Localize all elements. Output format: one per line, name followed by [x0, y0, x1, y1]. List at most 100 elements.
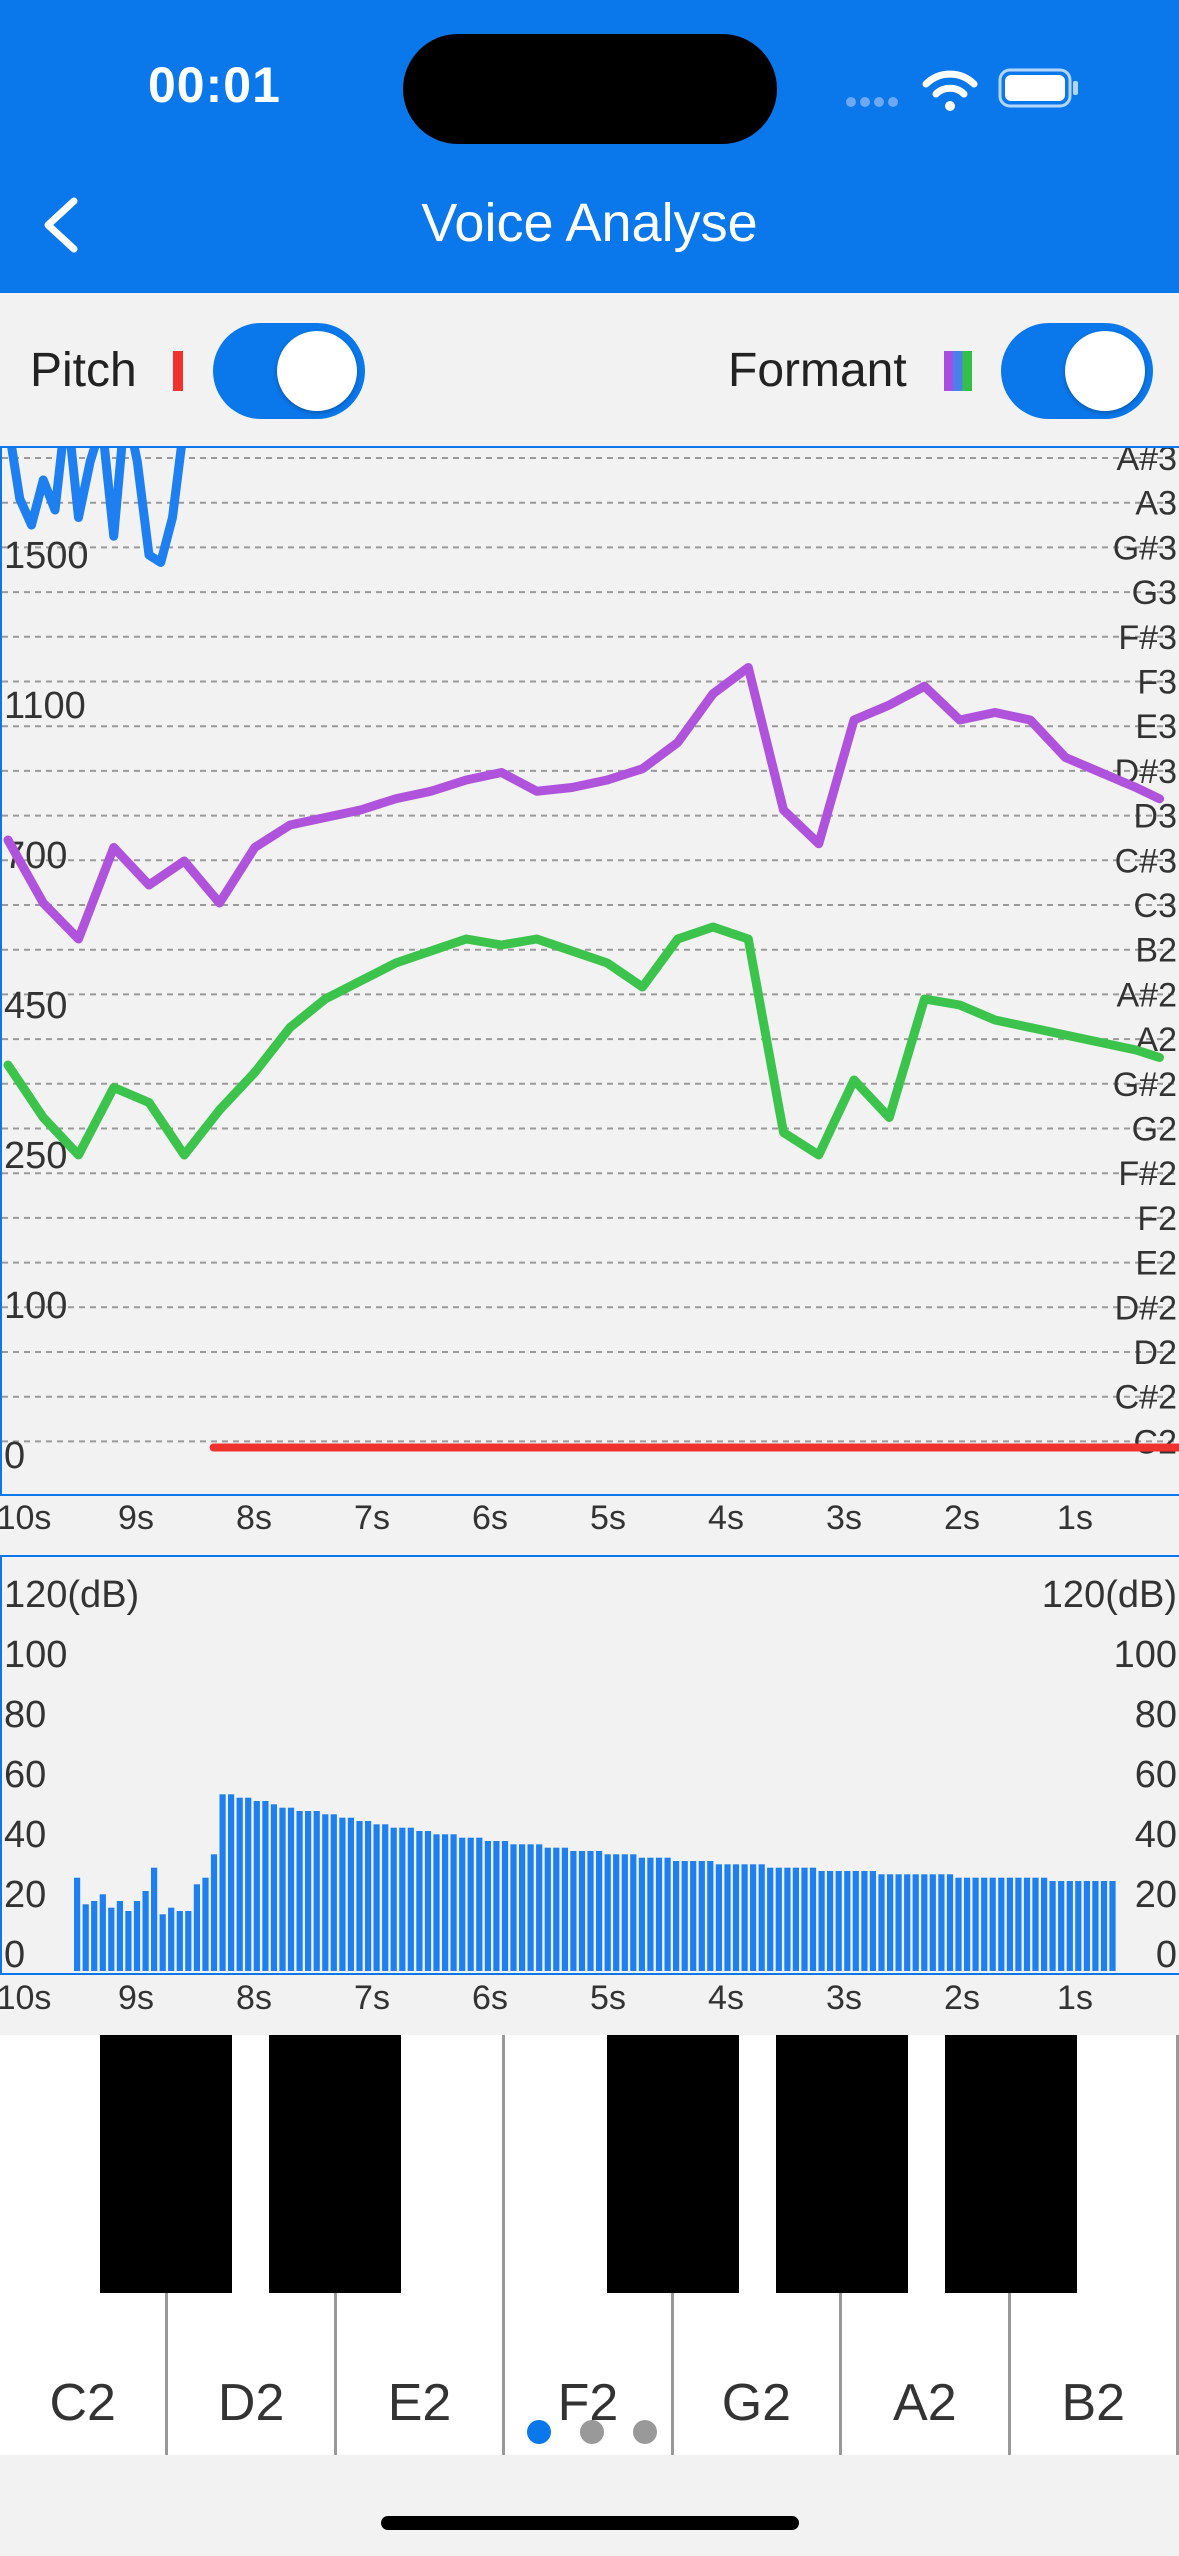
- level-bar: [604, 1854, 611, 1971]
- db-label-left: 120(dB): [4, 1574, 139, 1616]
- back-chevron-icon[interactable]: [38, 195, 88, 255]
- level-bar: [844, 1871, 851, 1971]
- level-bar: [390, 1827, 397, 1971]
- level-bar: [621, 1854, 628, 1971]
- level-bar: [981, 1877, 988, 1971]
- db-label-right: 0: [1156, 1934, 1177, 1973]
- level-bar: [159, 1914, 166, 1971]
- pitch-formant-plot: A#3A3G#3G3F#3F3E3D#3D3C#3C3B2A#2A2G#2G2F…: [2, 448, 1179, 1477]
- level-bar: [74, 1877, 81, 1971]
- piano-black-key[interactable]: [607, 2035, 739, 2293]
- level-bar: [416, 1831, 423, 1971]
- level-bar: [287, 1807, 295, 1971]
- level-bar: [989, 1877, 996, 1971]
- note-label: F2: [1137, 1200, 1177, 1238]
- time-tick-label: 6s: [472, 1499, 508, 1537]
- piano-black-key[interactable]: [776, 2035, 908, 2293]
- db-label-left: 60: [4, 1754, 46, 1796]
- level-bar: [792, 1867, 799, 1971]
- piano-key-label: E2: [387, 2374, 452, 2432]
- toggle-row: Pitch Formant: [0, 293, 1179, 445]
- level-bar: [536, 1844, 543, 1971]
- page-indicator[interactable]: [527, 2420, 667, 2446]
- note-label: F#2: [1118, 1155, 1177, 1193]
- level-bar: [1049, 1881, 1056, 1971]
- piano-black-key[interactable]: [269, 2035, 401, 2293]
- level-bar: [125, 1911, 132, 1971]
- level-bar: [852, 1871, 859, 1971]
- level-bar: [570, 1851, 577, 1971]
- level-bar: [433, 1834, 440, 1971]
- time-tick-label: 7s: [354, 1979, 390, 2017]
- note-label: G#2: [1113, 1066, 1177, 1104]
- time-tick-label: 1s: [1057, 1979, 1093, 2017]
- level-bar: [365, 1821, 372, 1971]
- level-bar: [193, 1884, 200, 1971]
- level-bar: [476, 1837, 483, 1971]
- time-axis-top: 10s 9s 8s 7s 6s 5s 4s 3s 2s 1s: [0, 1499, 1179, 1539]
- pitch-toggle[interactable]: [213, 323, 365, 419]
- level-bar: [724, 1864, 731, 1971]
- note-label: F3: [1137, 664, 1177, 702]
- level-bar: [784, 1867, 791, 1971]
- level-bar: [356, 1821, 363, 1971]
- level-bar: [1100, 1881, 1108, 1971]
- note-label: F#3: [1118, 619, 1177, 657]
- note-label: C#3: [1115, 842, 1177, 880]
- level-bar: [818, 1871, 825, 1971]
- level-bar: [1092, 1881, 1099, 1971]
- level-bar: [946, 1874, 954, 1971]
- level-bar: [253, 1801, 260, 1971]
- note-label: G2: [1132, 1111, 1177, 1149]
- level-bar: [185, 1911, 192, 1971]
- level-bar: [904, 1874, 911, 1971]
- level-bar: [1075, 1881, 1082, 1971]
- level-bar: [1032, 1877, 1039, 1971]
- y-value-label: 0: [4, 1435, 25, 1477]
- level-bar: [741, 1864, 748, 1971]
- level-bar: [878, 1874, 885, 1971]
- toggle-knob: [277, 331, 357, 411]
- page-dot-active[interactable]: [527, 2420, 551, 2444]
- level-bar: [998, 1877, 1005, 1971]
- toggle-knob: [1065, 331, 1145, 411]
- level-bar: [305, 1811, 312, 1971]
- piano-black-key[interactable]: [945, 2035, 1077, 2293]
- level-bar: [228, 1794, 235, 1971]
- level-bar: [647, 1857, 654, 1971]
- time-tick-label: 2s: [944, 1979, 980, 2017]
- level-bar: [133, 1901, 141, 1971]
- level-bar: [339, 1817, 346, 1971]
- time-tick-label: 7s: [354, 1499, 390, 1537]
- formant-toggle[interactable]: [1001, 323, 1153, 419]
- piano-black-key[interactable]: [100, 2035, 232, 2293]
- level-bar: [168, 1907, 175, 1971]
- time-tick-label: 6s: [472, 1979, 508, 2017]
- db-label-right: 120(dB): [1042, 1574, 1177, 1616]
- note-label: C3: [1134, 887, 1177, 925]
- level-bar: [664, 1857, 671, 1971]
- db-label-right: 60: [1135, 1754, 1177, 1796]
- page-title: Voice Analyse: [421, 193, 758, 253]
- home-indicator: [381, 2516, 799, 2530]
- level-bar: [347, 1817, 354, 1971]
- time-tick-label: 10s: [0, 1499, 52, 1537]
- level-bar: [373, 1824, 380, 1971]
- note-label: C2: [1134, 1423, 1177, 1461]
- piano-key-label: G2: [721, 2374, 792, 2432]
- level-bar: [176, 1911, 183, 1971]
- level-bar: [322, 1814, 329, 1971]
- page-dot[interactable]: [580, 2420, 604, 2444]
- formant-label: Formant: [728, 344, 907, 397]
- level-bar: [424, 1831, 432, 1971]
- time-tick-label: 9s: [118, 1979, 154, 2017]
- level-bar: [587, 1851, 594, 1971]
- series-line-0: [7, 448, 186, 567]
- level-bar: [99, 1894, 106, 1971]
- page-dot[interactable]: [633, 2420, 657, 2444]
- level-bar: [578, 1851, 586, 1971]
- level-bar: [1015, 1877, 1022, 1971]
- piano-key-label: A2: [893, 2374, 957, 2432]
- level-bar: [809, 1867, 817, 1971]
- level-bar: [236, 1797, 243, 1971]
